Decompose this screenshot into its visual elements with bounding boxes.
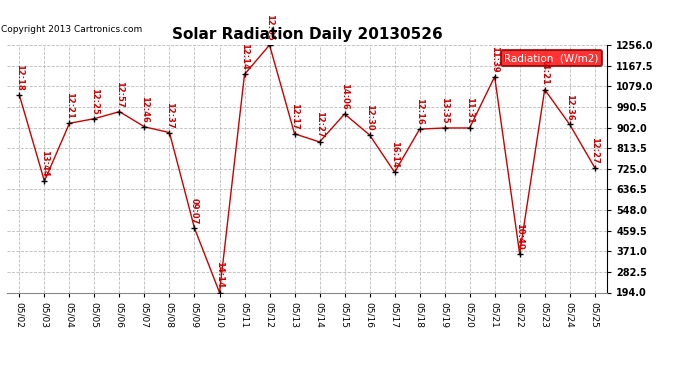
Text: 12:21: 12:21 xyxy=(65,92,74,119)
Text: 11:39: 11:39 xyxy=(490,46,499,72)
Text: 12:18: 12:18 xyxy=(15,64,24,91)
Text: Copyright 2013 Cartronics.com: Copyright 2013 Cartronics.com xyxy=(1,25,142,34)
Text: 09:07: 09:07 xyxy=(190,198,199,224)
Text: 14:06: 14:06 xyxy=(340,83,349,110)
Text: 12:57: 12:57 xyxy=(115,81,124,108)
Text: 12:14: 12:14 xyxy=(240,44,249,70)
Text: 12:27: 12:27 xyxy=(315,111,324,138)
Text: 12:25: 12:25 xyxy=(90,88,99,114)
Text: 12:05: 12:05 xyxy=(265,14,274,41)
Text: 12:17: 12:17 xyxy=(290,103,299,130)
Text: 14:21: 14:21 xyxy=(540,58,549,86)
Text: 12:16: 12:16 xyxy=(415,98,424,125)
Text: 12:30: 12:30 xyxy=(365,104,374,131)
Text: 10:40: 10:40 xyxy=(515,223,524,250)
Text: 12:46: 12:46 xyxy=(140,96,149,123)
Text: 13:35: 13:35 xyxy=(440,97,449,124)
Text: 12:36: 12:36 xyxy=(565,93,574,120)
Text: 13:44: 13:44 xyxy=(40,150,49,177)
Text: 12:27: 12:27 xyxy=(590,136,599,164)
Text: 11:31: 11:31 xyxy=(465,97,474,124)
Text: 16:14: 16:14 xyxy=(390,141,399,168)
Text: 14:14: 14:14 xyxy=(215,261,224,288)
Text: 12:37: 12:37 xyxy=(165,102,174,129)
Legend: Radiation  (W/m2): Radiation (W/m2) xyxy=(502,50,602,66)
Title: Solar Radiation Daily 20130526: Solar Radiation Daily 20130526 xyxy=(172,27,442,42)
